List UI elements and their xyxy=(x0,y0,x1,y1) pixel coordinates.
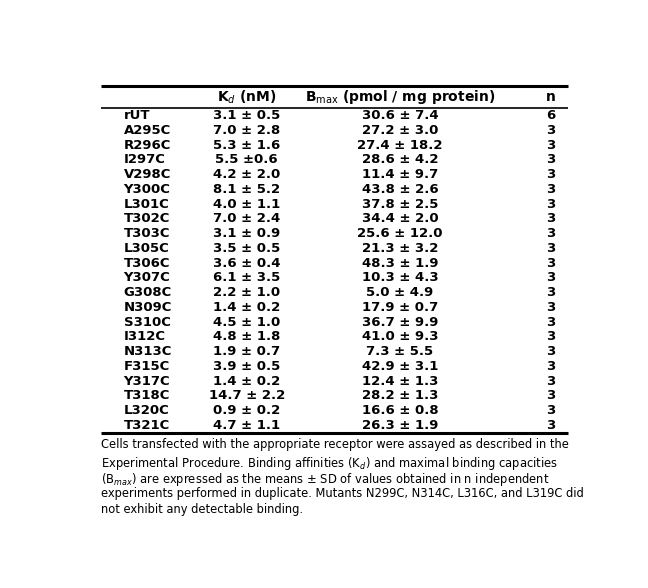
Text: 26.3 ± 1.9: 26.3 ± 1.9 xyxy=(362,419,438,432)
Text: 14.7 ± 2.2: 14.7 ± 2.2 xyxy=(209,389,285,402)
Text: 3.6 ± 0.4: 3.6 ± 0.4 xyxy=(213,256,281,269)
Text: 3: 3 xyxy=(546,198,555,211)
Text: 3: 3 xyxy=(546,242,555,255)
Text: 3: 3 xyxy=(546,404,555,417)
Text: 6: 6 xyxy=(546,109,555,122)
Text: 5.3 ± 1.6: 5.3 ± 1.6 xyxy=(213,139,281,152)
Text: 3: 3 xyxy=(546,271,555,285)
Text: 3.1 ± 0.5: 3.1 ± 0.5 xyxy=(213,109,281,122)
Text: 27.2 ± 3.0: 27.2 ± 3.0 xyxy=(362,123,438,137)
Text: V298C: V298C xyxy=(124,168,171,181)
Text: 36.7 ± 9.9: 36.7 ± 9.9 xyxy=(362,316,438,329)
Text: 37.8 ± 2.5: 37.8 ± 2.5 xyxy=(362,198,438,211)
Text: 3: 3 xyxy=(546,389,555,402)
Text: 6.1 ± 3.5: 6.1 ± 3.5 xyxy=(213,271,281,285)
Text: 7.3 ± 5.5: 7.3 ± 5.5 xyxy=(366,345,434,358)
Text: B$_{\mathrm{max}}$ (pmol / mg protein): B$_{\mathrm{max}}$ (pmol / mg protein) xyxy=(305,88,495,106)
Text: rUT: rUT xyxy=(124,109,150,122)
Text: R296C: R296C xyxy=(124,139,171,152)
Text: 3.1 ± 0.9: 3.1 ± 0.9 xyxy=(213,227,281,240)
Text: N313C: N313C xyxy=(124,345,172,358)
Text: F315C: F315C xyxy=(124,360,170,373)
Text: S310C: S310C xyxy=(124,316,170,329)
Text: I297C: I297C xyxy=(124,153,165,166)
Text: 3: 3 xyxy=(546,212,555,225)
Text: 3: 3 xyxy=(546,419,555,432)
Text: L305C: L305C xyxy=(124,242,169,255)
Text: Y300C: Y300C xyxy=(124,183,170,196)
Text: 7.0 ± 2.4: 7.0 ± 2.4 xyxy=(213,212,281,225)
Text: (B$_{max}$) are expressed as the means ± SD of values obtained in n independent: (B$_{max}$) are expressed as the means ±… xyxy=(101,471,550,488)
Text: 4.7 ± 1.1: 4.7 ± 1.1 xyxy=(213,419,281,432)
Text: 3: 3 xyxy=(546,123,555,137)
Text: 34.4 ± 2.0: 34.4 ± 2.0 xyxy=(362,212,438,225)
Text: K$_d$ (nM): K$_d$ (nM) xyxy=(217,89,277,106)
Text: 16.6 ± 0.8: 16.6 ± 0.8 xyxy=(362,404,438,417)
Text: 3: 3 xyxy=(546,301,555,314)
Text: 5.0 ± 4.9: 5.0 ± 4.9 xyxy=(366,286,434,299)
Text: Cells transfected with the appropriate receptor were assayed as described in the: Cells transfected with the appropriate r… xyxy=(101,438,569,451)
Text: T302C: T302C xyxy=(124,212,170,225)
Text: 4.0 ± 1.1: 4.0 ± 1.1 xyxy=(213,198,281,211)
Text: 1.4 ± 0.2: 1.4 ± 0.2 xyxy=(213,375,281,387)
Text: 8.1 ± 5.2: 8.1 ± 5.2 xyxy=(213,183,281,196)
Text: 3: 3 xyxy=(546,139,555,152)
Text: 43.8 ± 2.6: 43.8 ± 2.6 xyxy=(362,183,438,196)
Text: T303C: T303C xyxy=(124,227,170,240)
Text: 41.0 ± 9.3: 41.0 ± 9.3 xyxy=(362,330,438,343)
Text: 3: 3 xyxy=(546,168,555,181)
Text: 0.9 ± 0.2: 0.9 ± 0.2 xyxy=(213,404,281,417)
Text: 28.6 ± 4.2: 28.6 ± 4.2 xyxy=(362,153,438,166)
Text: A295C: A295C xyxy=(124,123,171,137)
Text: 3: 3 xyxy=(546,316,555,329)
Text: 3.5 ± 0.5: 3.5 ± 0.5 xyxy=(213,242,281,255)
Text: 11.4 ± 9.7: 11.4 ± 9.7 xyxy=(362,168,438,181)
Text: 42.9 ± 3.1: 42.9 ± 3.1 xyxy=(362,360,438,373)
Text: L320C: L320C xyxy=(124,404,169,417)
Text: not exhibit any detectable binding.: not exhibit any detectable binding. xyxy=(101,503,303,516)
Text: 4.5 ± 1.0: 4.5 ± 1.0 xyxy=(213,316,281,329)
Text: 3: 3 xyxy=(546,227,555,240)
Text: G308C: G308C xyxy=(124,286,172,299)
Text: 4.8 ± 1.8: 4.8 ± 1.8 xyxy=(213,330,281,343)
Text: Y317C: Y317C xyxy=(124,375,170,387)
Text: I312C: I312C xyxy=(124,330,166,343)
Text: Experimental Procedure. Binding affinities (K$_d$) and maximal binding capacitie: Experimental Procedure. Binding affiniti… xyxy=(101,455,558,472)
Text: n: n xyxy=(546,91,555,104)
Text: 28.2 ± 1.3: 28.2 ± 1.3 xyxy=(362,389,438,402)
Text: 21.3 ± 3.2: 21.3 ± 3.2 xyxy=(362,242,438,255)
Text: Y307C: Y307C xyxy=(124,271,170,285)
Text: 5.5 ±0.6: 5.5 ±0.6 xyxy=(215,153,278,166)
Text: 17.9 ± 0.7: 17.9 ± 0.7 xyxy=(362,301,438,314)
Text: 3: 3 xyxy=(546,375,555,387)
Text: L301C: L301C xyxy=(124,198,169,211)
Text: experiments performed in duplicate. Mutants N299C, N314C, L316C, and L319C did: experiments performed in duplicate. Muta… xyxy=(101,487,584,500)
Text: 3: 3 xyxy=(546,330,555,343)
Text: T306C: T306C xyxy=(124,256,170,269)
Text: 30.6 ± 7.4: 30.6 ± 7.4 xyxy=(362,109,438,122)
Text: T318C: T318C xyxy=(124,389,170,402)
Text: N309C: N309C xyxy=(124,301,172,314)
Text: 3: 3 xyxy=(546,345,555,358)
Text: 3.9 ± 0.5: 3.9 ± 0.5 xyxy=(213,360,281,373)
Text: 3: 3 xyxy=(546,256,555,269)
Text: 3: 3 xyxy=(546,360,555,373)
Text: 3: 3 xyxy=(546,183,555,196)
Text: 25.6 ± 12.0: 25.6 ± 12.0 xyxy=(357,227,443,240)
Text: 3: 3 xyxy=(546,286,555,299)
Text: 48.3 ± 1.9: 48.3 ± 1.9 xyxy=(362,256,438,269)
Text: 27.4 ± 18.2: 27.4 ± 18.2 xyxy=(357,139,443,152)
Text: 1.9 ± 0.7: 1.9 ± 0.7 xyxy=(213,345,281,358)
Text: 4.2 ± 2.0: 4.2 ± 2.0 xyxy=(213,168,281,181)
Text: 1.4 ± 0.2: 1.4 ± 0.2 xyxy=(213,301,281,314)
Text: 10.3 ± 4.3: 10.3 ± 4.3 xyxy=(362,271,438,285)
Text: T321C: T321C xyxy=(124,419,170,432)
Text: 2.2 ± 1.0: 2.2 ± 1.0 xyxy=(213,286,281,299)
Text: 3: 3 xyxy=(546,153,555,166)
Text: 12.4 ± 1.3: 12.4 ± 1.3 xyxy=(362,375,438,387)
Text: 7.0 ± 2.8: 7.0 ± 2.8 xyxy=(213,123,281,137)
